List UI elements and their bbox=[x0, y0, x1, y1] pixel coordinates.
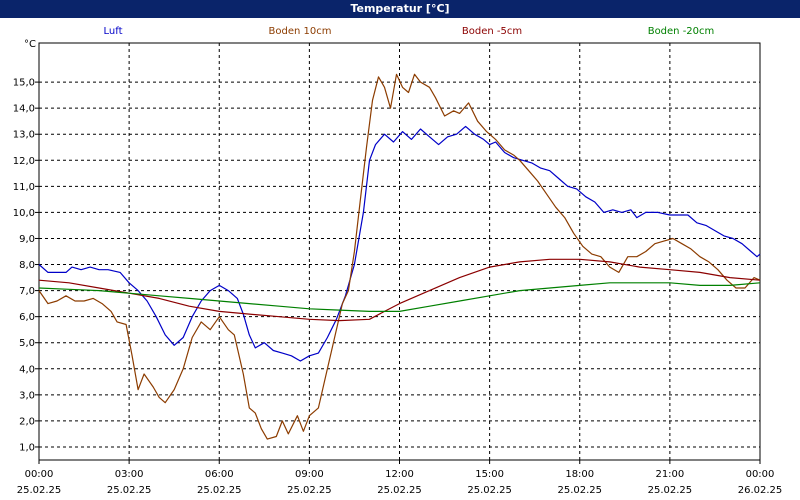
legend: Luft Boden 10cm Boden -5cm Boden -20cm bbox=[104, 26, 715, 37]
x-tick-time-label: 12:00 bbox=[385, 469, 414, 480]
y-tick-label: 1,0 bbox=[19, 442, 35, 453]
x-tick-date-label: 26.02.25 bbox=[738, 485, 783, 496]
legend-entry: Boden -5cm bbox=[462, 26, 522, 37]
x-tick-time-label: 18:00 bbox=[565, 469, 594, 480]
x-tick-date-label: 25.02.25 bbox=[557, 485, 602, 496]
y-tick-label: 11,0 bbox=[13, 182, 35, 193]
y-tick-label: 7,0 bbox=[19, 286, 35, 297]
x-tick-time-label: 06:00 bbox=[205, 469, 234, 480]
grid bbox=[39, 43, 760, 460]
x-tick-time-label: 15:00 bbox=[475, 469, 504, 480]
x-tick-date-label: 25.02.25 bbox=[107, 485, 152, 496]
x-tick-date-label: 25.02.25 bbox=[648, 485, 693, 496]
y-tick-label: 9,0 bbox=[19, 234, 35, 245]
y-tick-label: 3,0 bbox=[19, 390, 35, 401]
x-tick-date-label: 25.02.25 bbox=[287, 485, 332, 496]
y-tick-label: 2,0 bbox=[19, 416, 35, 427]
y-tick-label: 4,0 bbox=[19, 364, 35, 375]
chart-title: Temperatur [°C] bbox=[0, 0, 800, 18]
x-tick-time-label: 03:00 bbox=[115, 469, 144, 480]
axes: 1,0 2,0 3,0 4,0 5,0 6,0 7,0 8,0 9,0 10,0 11,0 12,0 1… bbox=[13, 39, 783, 496]
y-tick-label: 15,0 bbox=[13, 78, 35, 89]
series-line-boden-5cm bbox=[38, 258, 761, 322]
x-tick-time-label: 09:00 bbox=[295, 469, 324, 480]
x-tick-time-label: 00:00 bbox=[746, 469, 775, 480]
legend-entry: Luft bbox=[104, 26, 123, 37]
y-tick-label: 13,0 bbox=[13, 130, 35, 141]
x-tick-date-label: 25.02.25 bbox=[377, 485, 422, 496]
series-line-boden-10cm bbox=[38, 73, 761, 440]
y-tick-label: 5,0 bbox=[19, 338, 35, 349]
x-tick-date-label: 25.02.25 bbox=[197, 485, 242, 496]
y-tick-label: 8,0 bbox=[19, 260, 35, 271]
legend-entry: Boden 10cm bbox=[269, 26, 332, 37]
y-tick-label: 10,0 bbox=[13, 208, 35, 219]
x-tick-date-label: 25.02.25 bbox=[17, 485, 62, 496]
series-line-luft bbox=[38, 125, 761, 362]
legend-entry: Boden -20cm bbox=[648, 26, 715, 37]
y-tick-label: 14,0 bbox=[13, 104, 35, 115]
x-tick-date-label: 25.02.25 bbox=[467, 485, 512, 496]
y-tick-label: 12,0 bbox=[13, 156, 35, 167]
y-unit-label: °C bbox=[24, 39, 36, 50]
x-tick-time-label: 00:00 bbox=[25, 469, 54, 480]
x-tick-time-label: 21:00 bbox=[655, 469, 684, 480]
series-line-boden-20cm bbox=[38, 282, 761, 312]
series-lines bbox=[38, 73, 761, 440]
y-tick-label: 6,0 bbox=[19, 312, 35, 323]
